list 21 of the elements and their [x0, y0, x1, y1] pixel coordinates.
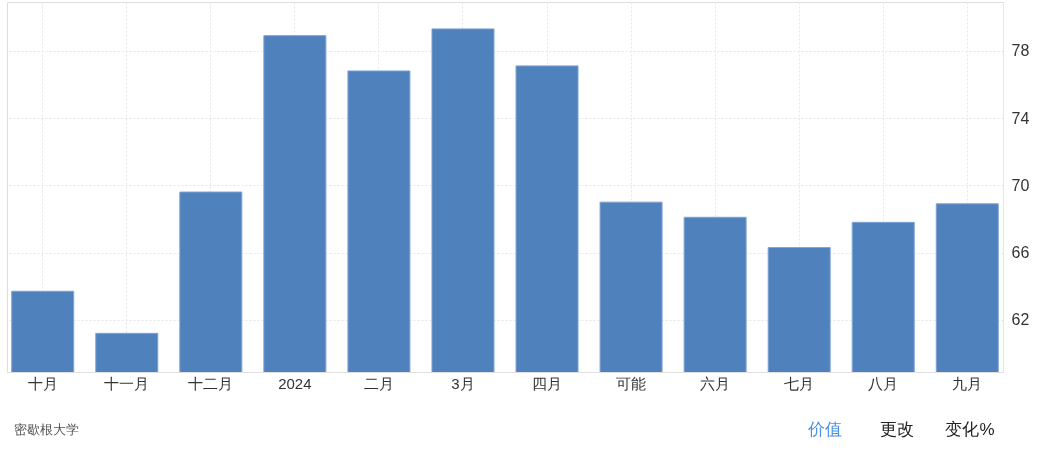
x-tick-label: 六月 — [700, 374, 731, 392]
x-tick-label: 二月 — [363, 374, 394, 392]
x-tick-label: 3月 — [451, 374, 475, 392]
text: 价值 — [807, 420, 842, 439]
x-tick-label: 十二月 — [188, 374, 234, 392]
x-tick-label: 八月 — [868, 374, 899, 392]
text: 密歇根大学 — [14, 422, 79, 437]
y-tick-label: 78 — [1011, 42, 1030, 60]
x-tick-label: 十月 — [27, 374, 58, 392]
y-tick-label: 74 — [1011, 109, 1030, 127]
x-tick-label: 可能 — [616, 374, 647, 392]
x-tick-label: 十一月 — [104, 374, 150, 392]
text: 变化% — [945, 420, 995, 439]
y-tick-label: 62 — [1011, 311, 1030, 329]
x-tick-label: 四月 — [532, 374, 563, 392]
x-tick-label: 九月 — [952, 374, 983, 392]
x-tick-label: 2024 — [278, 374, 312, 392]
y-tick-label: 66 — [1011, 244, 1030, 262]
x-tick-label: 七月 — [784, 374, 815, 392]
text: 更改 — [880, 420, 914, 439]
y-tick-label: 70 — [1011, 176, 1030, 194]
